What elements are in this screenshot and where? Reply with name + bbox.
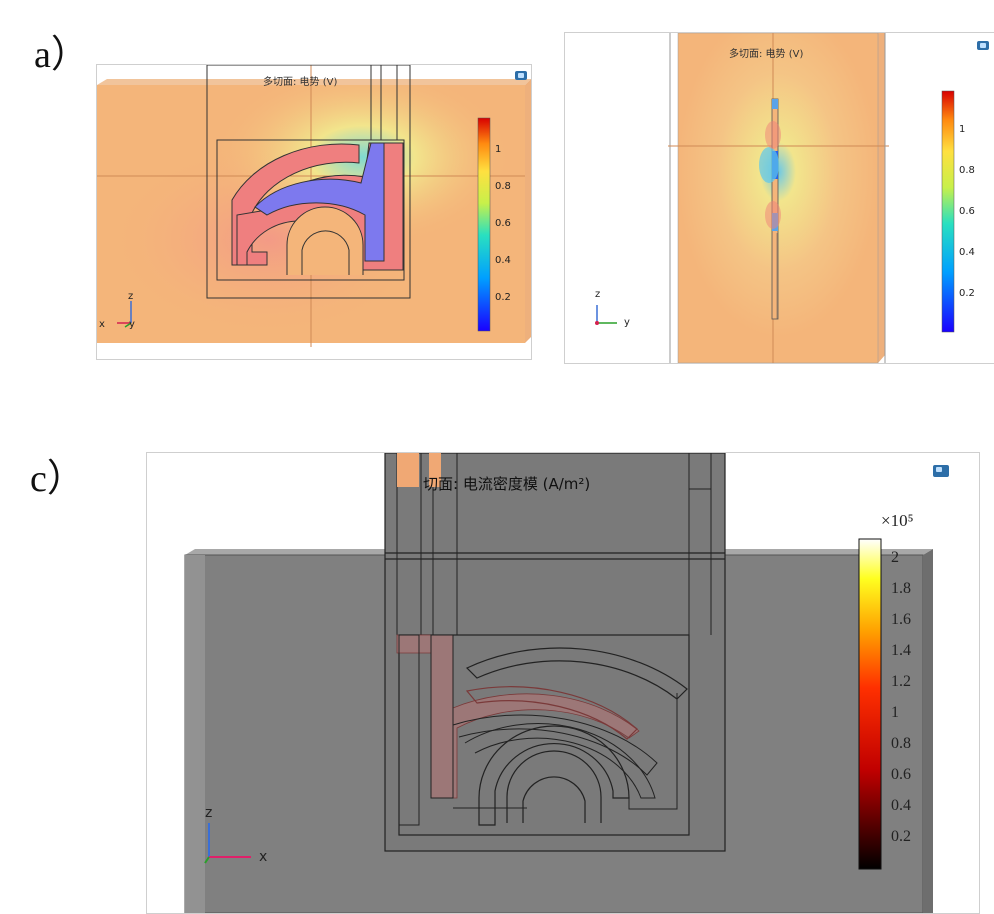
lead-highlight	[397, 453, 419, 487]
axis-z-label: z	[595, 289, 601, 300]
panel-c-geometry	[184, 453, 933, 913]
colorbar-b	[941, 90, 955, 333]
colorbar-a	[477, 117, 491, 332]
colorbar-c-tick: 1.8	[891, 580, 911, 597]
camera-view-icon[interactable]	[515, 71, 527, 80]
panel-c-current-density-plot: 切面: 电流密度模 (A/m²) ×10⁵ 2 1.8 1.6 1.4 1.2 …	[146, 452, 980, 914]
colorbar-a-tick: 0.4	[495, 255, 511, 266]
panel-b-potential-plot: 多切面: 电势 (V) 1 0.8 0.6 0.4 0.2 z y	[564, 32, 994, 364]
panel-b-geometry	[595, 33, 955, 363]
colorbar-c-tick: 0.6	[891, 766, 911, 783]
low-potential-electrode	[254, 142, 385, 262]
panel-c-title: 切面: 电流密度模 (A/m²)	[423, 475, 591, 493]
colorbar-a-tick: 1	[495, 144, 502, 155]
colorbar-c-multiplier: ×10⁵	[881, 511, 914, 530]
panel-c-label: c）	[30, 458, 85, 500]
colorbar-c-tick: 0.8	[891, 735, 911, 752]
axis-z-label: z	[128, 291, 134, 302]
colorbar-c-tick: 2	[891, 549, 899, 566]
panel-a-potential-plot: 多切面: 电势 (V) 1 0.8 0.6 0.4 0.2 z x y	[96, 64, 532, 360]
colorbar-b-tick: 0.2	[959, 288, 975, 299]
axis-y-label: y	[624, 317, 630, 328]
axis-x-label: x	[99, 319, 105, 330]
panel-b-title: 多切面: 电势 (V)	[729, 49, 804, 60]
camera-view-icon[interactable]	[933, 465, 949, 477]
axis-x-label: x	[259, 849, 268, 865]
panel-a-geometry	[97, 65, 531, 347]
colorbar-c	[858, 538, 882, 870]
axis-y-label: y	[129, 319, 135, 330]
panel-a-label: a）	[34, 34, 89, 76]
colorbar-a-tick: 0.6	[495, 218, 511, 229]
colorbar-c-tick: 1.4	[891, 642, 911, 659]
colorbar-b-tick: 0.8	[959, 165, 975, 176]
colorbar-c-tick: 1.2	[891, 673, 911, 690]
colorbar-a-tick: 0.2	[495, 292, 511, 303]
camera-view-icon[interactable]	[977, 41, 989, 50]
colorbar-c-tick: 1.6	[891, 611, 911, 628]
colorbar-b-tick: 0.4	[959, 247, 975, 258]
panel-a-title: 多切面: 电势 (V)	[263, 77, 338, 88]
colorbar-c-tick: 0.2	[891, 828, 911, 845]
colorbar-c-tick: 0.4	[891, 797, 911, 814]
axis-z-label: z	[205, 805, 213, 821]
colorbar-c-tick: 1	[891, 704, 899, 721]
colorbar-a-tick: 0.8	[495, 181, 511, 192]
colorbar-b-tick: 1	[959, 124, 966, 135]
colorbar-b-tick: 0.6	[959, 206, 975, 217]
